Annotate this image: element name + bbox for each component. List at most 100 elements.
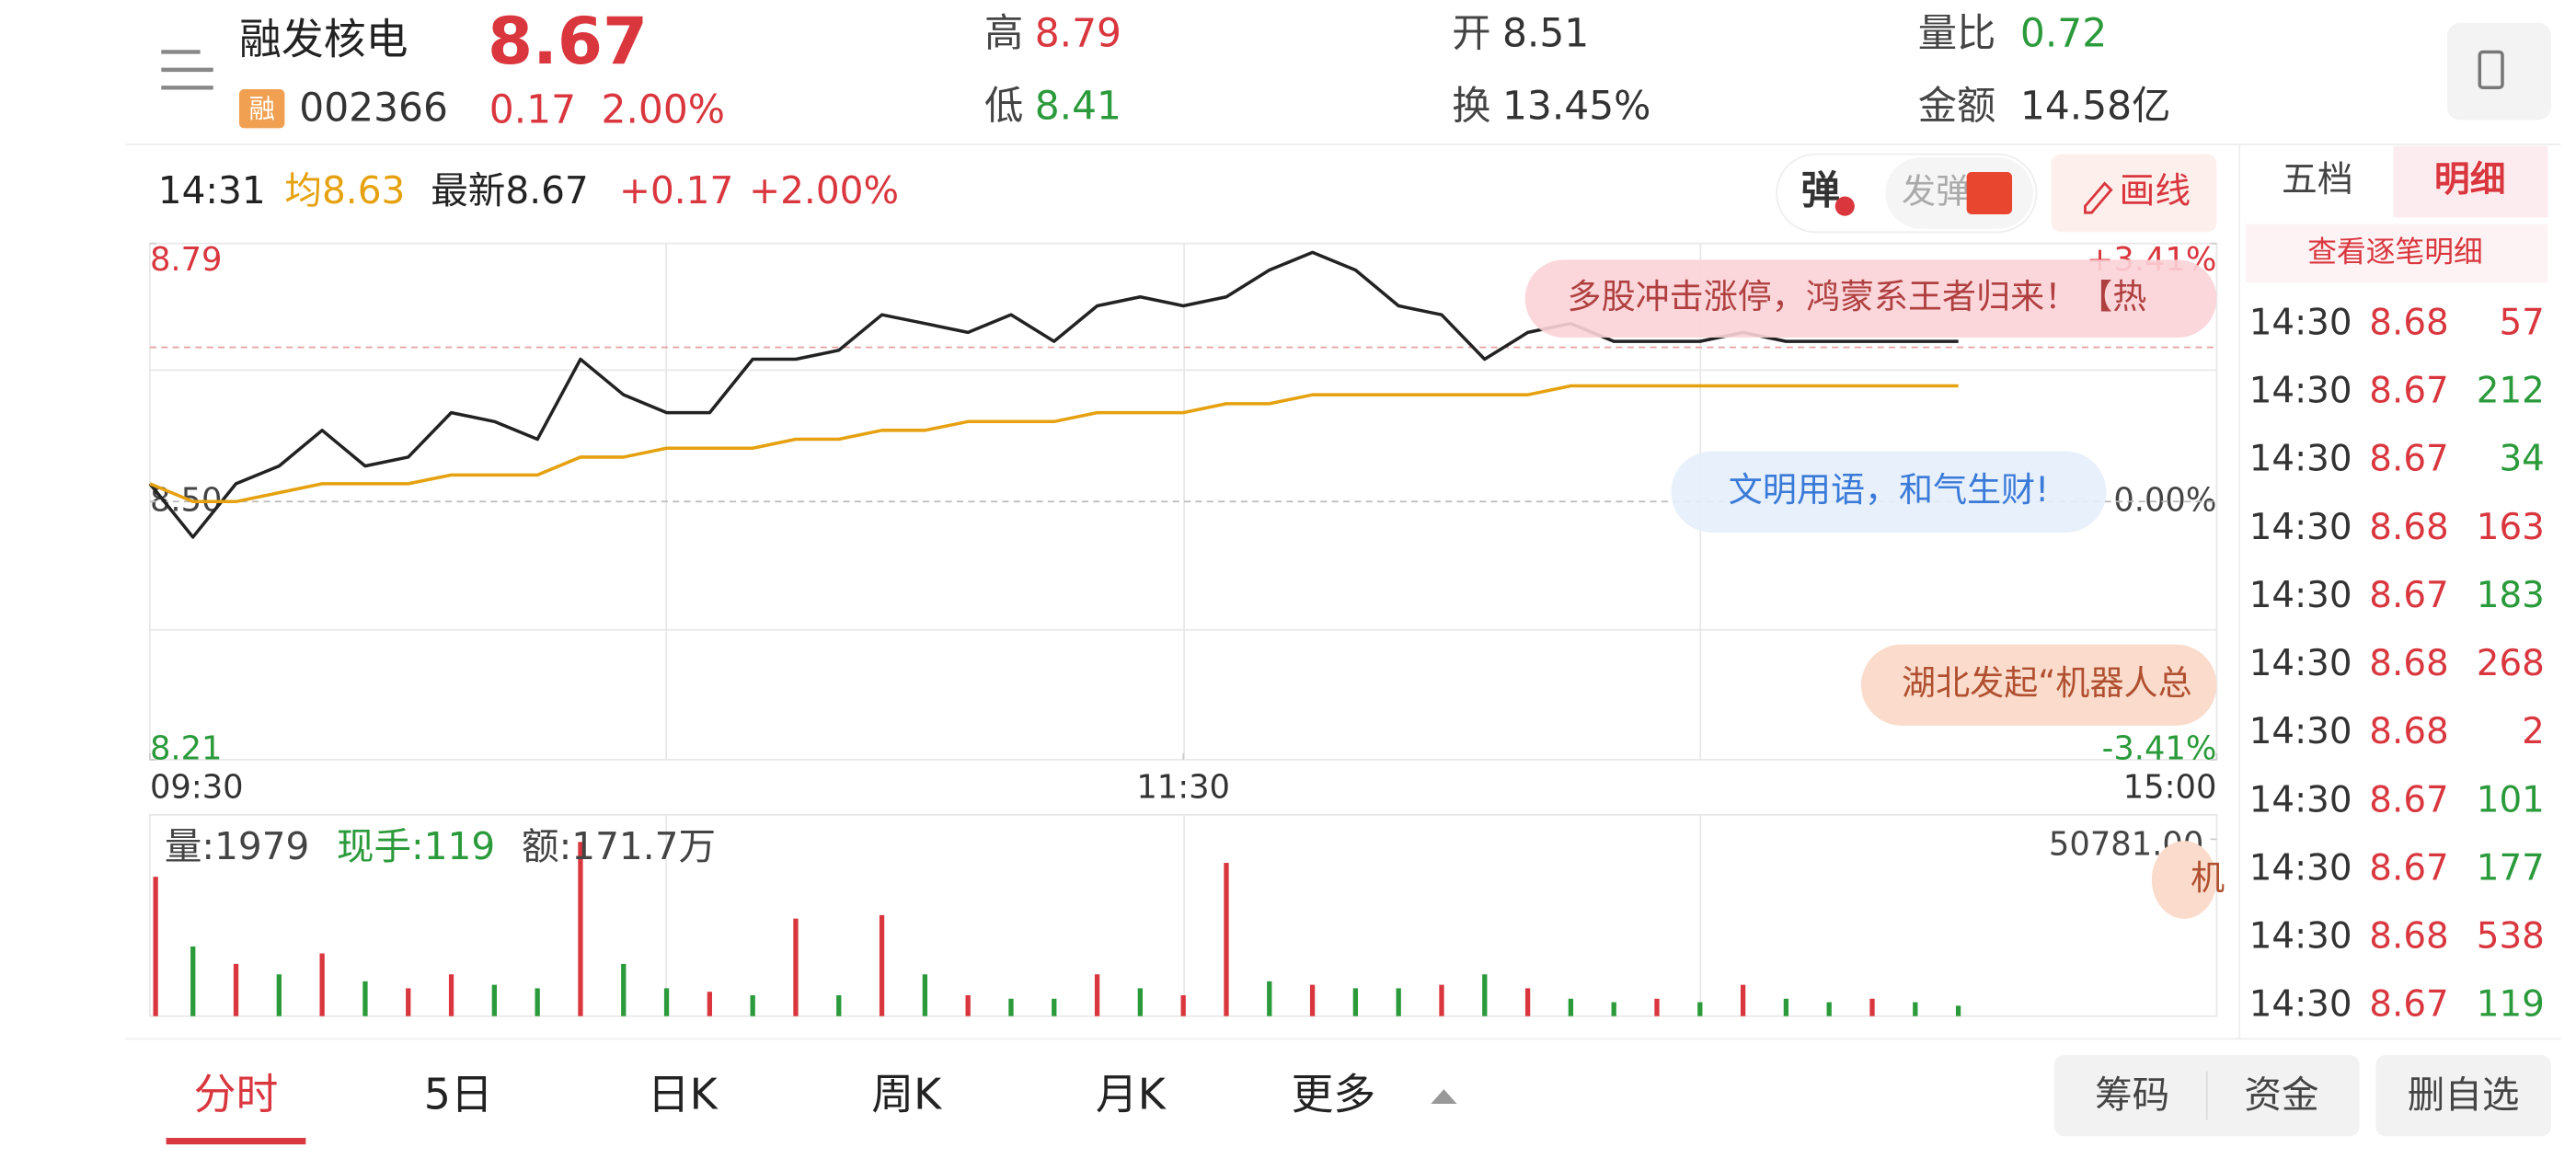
pencil-icon [2084,181,2113,214]
trade-price: 8.67 [2369,779,2448,820]
send-danmaku[interactable]: 发弹 [1902,172,1970,212]
info-change: +0.17 [619,168,733,212]
volume-bar [1611,1002,1616,1016]
device-icon [2478,50,2504,90]
period-tab[interactable]: 分时 [194,1069,279,1119]
x-tick-label: 09:30 [150,769,244,807]
danmaku-bubble [1671,451,2107,533]
detail-link[interactable]: 查看逐笔明细 [2307,235,2482,269]
volume-bar [1008,998,1014,1016]
trade-volume: 538 [2477,915,2545,957]
stat-label: 低 [984,84,1023,129]
volume-bar [793,918,799,1016]
trade-price: 8.68 [2369,643,2448,684]
volume-bar [879,914,885,1016]
stat-label: 量比 [1918,10,1996,55]
remove-button[interactable]: 删自选 [2408,1073,2520,1117]
trade-time: 14:30 [2249,439,2352,480]
fund-button[interactable]: 资金 [2244,1073,2318,1117]
volume-bar [276,974,282,1016]
link-bg [2246,224,2548,283]
price-line [149,384,1959,504]
trade-price: 8.68 [2369,302,2448,343]
badge-bg [239,89,285,129]
stat-label: 开 [1452,10,1490,55]
tab-underline [166,1138,306,1145]
period-tab[interactable]: 5日 [424,1069,493,1119]
change: 0.17 [489,86,576,132]
volume-bar [1224,863,1229,1016]
volume-bar [836,994,842,1016]
chart-frame [149,242,2218,1017]
button-bg [2375,1055,2551,1137]
volume-bar [1267,981,1272,1016]
trade-time: 14:30 [2249,711,2352,752]
trade-time: 14:30 [2249,507,2352,548]
volume-bar [233,963,239,1016]
period-tab[interactable]: 日K [648,1069,719,1119]
danmaku-text: 文明用语，和气生财! [1729,470,2049,510]
chip-button[interactable]: 筹码 [2095,1073,2169,1117]
price: 8.67 [488,3,648,79]
trade-volume: 2 [2522,711,2545,752]
volume-bar [491,984,497,1016]
danmaku-text: 机 [2191,858,2225,898]
volume-bar [1094,974,1100,1016]
draw-button[interactable]: 画线 [2120,171,2191,212]
trade-time: 14:30 [2249,643,2352,684]
x-tick-label: 11:30 [1136,769,1230,807]
danmaku-bubble [1524,259,2217,339]
volume-bar [1482,974,1488,1016]
danmaku-button[interactable]: 弹 [1801,168,1840,213]
tab-detail[interactable]: 明细 [2434,159,2506,201]
info-pct: +2.00% [749,168,899,212]
volume-bar [707,992,713,1016]
stat-label: 金额 [1918,84,1996,129]
badge: 融 [249,94,275,124]
trade-price: 8.67 [2369,371,2448,412]
tab-level[interactable]: 五档 [2282,159,2353,201]
trade-price: 8.67 [2369,575,2448,616]
volume-bar [1697,1002,1703,1016]
volume-bar [965,994,971,1016]
volume-bar [1955,1005,1961,1016]
trade-time: 14:30 [2249,302,2352,343]
period-tab[interactable]: 更多 [1292,1069,1376,1119]
period-tab[interactable]: 月K [1096,1069,1167,1119]
volume-bar [1740,984,1746,1016]
trade-volume: 177 [2477,847,2545,889]
period-tab[interactable]: 周K [871,1069,943,1119]
volume-bar [1052,998,1057,1016]
volume-bar [750,994,755,1016]
trade-volume: 268 [2477,643,2545,684]
volume-bar [663,988,670,1016]
volume-bar [1869,998,1875,1016]
trade-time: 14:30 [2249,371,2352,412]
volume-bar [535,988,540,1016]
check-dot [1834,196,1855,216]
menu-icon[interactable] [161,50,213,90]
stat-value: 13.45% [1502,84,1650,129]
volume-bar [1826,1002,1832,1016]
info-time: 14:31 [158,168,266,212]
trade-volume: 34 [2499,439,2544,480]
trade-volume: 119 [2477,984,2545,1026]
trade-volume: 183 [2477,575,2545,616]
y2-tick-label: 0.00% [2113,481,2216,519]
trade-volume: 212 [2477,371,2545,412]
trade-volume: 101 [2477,779,2545,820]
trade-price: 8.67 [2369,847,2448,889]
y-tick-label: 8.21 [150,729,223,767]
stat-label: 高 [984,10,1023,55]
volume-bar [362,981,368,1016]
more-arrow [1431,1089,1457,1104]
device-button[interactable] [2447,22,2551,120]
danmaku-text: 多股冲击涨停，鸿蒙系王者归来！【热 [1568,277,2147,316]
stat-value: 8.51 [1502,10,1589,55]
volume-bar [1180,994,1186,1016]
stock-name: 融发核电 [239,14,408,63]
volume-bar [406,988,411,1016]
volume-bar [1654,998,1660,1016]
